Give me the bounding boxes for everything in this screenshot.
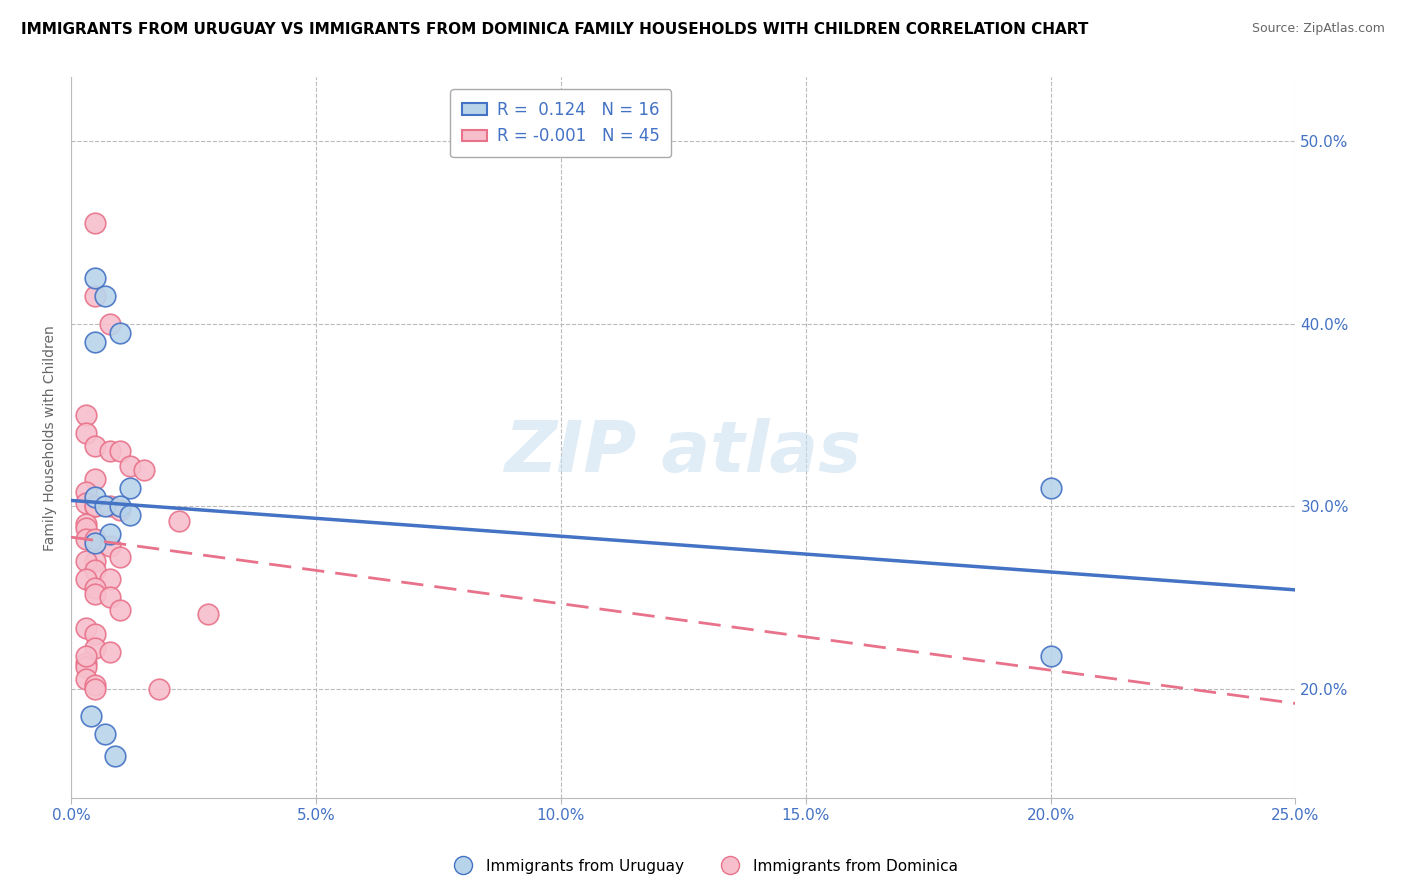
Point <box>79 709 101 723</box>
Point <box>167 514 190 528</box>
Point <box>84 499 107 513</box>
Point <box>98 645 121 659</box>
Point <box>108 503 131 517</box>
Point <box>98 539 121 553</box>
Point <box>84 627 107 641</box>
Point <box>84 581 107 595</box>
Point <box>84 271 107 285</box>
Point <box>84 499 107 513</box>
Point <box>108 550 131 565</box>
Point <box>1039 481 1062 495</box>
Point <box>118 481 141 495</box>
Point <box>108 444 131 458</box>
Point <box>75 656 97 670</box>
Point <box>84 554 107 568</box>
Point <box>75 621 97 635</box>
Point <box>118 458 141 473</box>
Point <box>84 334 107 349</box>
Point <box>84 587 107 601</box>
Point <box>84 563 107 577</box>
Point <box>104 749 127 764</box>
Point <box>98 591 121 605</box>
Point <box>75 521 97 535</box>
Point <box>75 517 97 532</box>
Point <box>75 408 97 422</box>
Point <box>75 484 97 499</box>
Point <box>84 216 107 230</box>
Point <box>75 426 97 441</box>
Point <box>84 681 107 696</box>
Text: ZIP atlas: ZIP atlas <box>505 417 862 487</box>
Point <box>84 535 107 549</box>
Point <box>75 659 97 673</box>
Point <box>84 641 107 656</box>
Point <box>84 289 107 303</box>
Point <box>98 444 121 458</box>
Point <box>84 532 107 546</box>
Point <box>98 526 121 541</box>
Legend: Immigrants from Uruguay, Immigrants from Dominica: Immigrants from Uruguay, Immigrants from… <box>441 853 965 880</box>
Point <box>108 499 131 513</box>
Point <box>197 607 219 621</box>
Point <box>118 508 141 523</box>
Point <box>148 681 170 696</box>
Point <box>84 490 107 504</box>
Text: IMMIGRANTS FROM URUGUAY VS IMMIGRANTS FROM DOMINICA FAMILY HOUSEHOLDS WITH CHILD: IMMIGRANTS FROM URUGUAY VS IMMIGRANTS FR… <box>21 22 1088 37</box>
Point <box>108 326 131 340</box>
Point <box>84 472 107 486</box>
Point <box>75 673 97 687</box>
Point <box>1039 648 1062 663</box>
Point <box>94 727 117 741</box>
Point <box>98 572 121 586</box>
Point <box>98 317 121 331</box>
Point <box>75 495 97 509</box>
Point <box>84 678 107 692</box>
Point <box>98 499 121 513</box>
Point <box>75 532 97 546</box>
Point <box>75 648 97 663</box>
Y-axis label: Family Households with Children: Family Households with Children <box>44 325 58 550</box>
Legend: R =  0.124   N = 16, R = -0.001   N = 45: R = 0.124 N = 16, R = -0.001 N = 45 <box>450 89 672 157</box>
Point <box>75 554 97 568</box>
Point <box>134 463 156 477</box>
Point <box>94 289 117 303</box>
Point <box>108 603 131 617</box>
Point <box>94 499 117 513</box>
Point <box>84 439 107 453</box>
Text: Source: ZipAtlas.com: Source: ZipAtlas.com <box>1251 22 1385 36</box>
Point <box>75 572 97 586</box>
